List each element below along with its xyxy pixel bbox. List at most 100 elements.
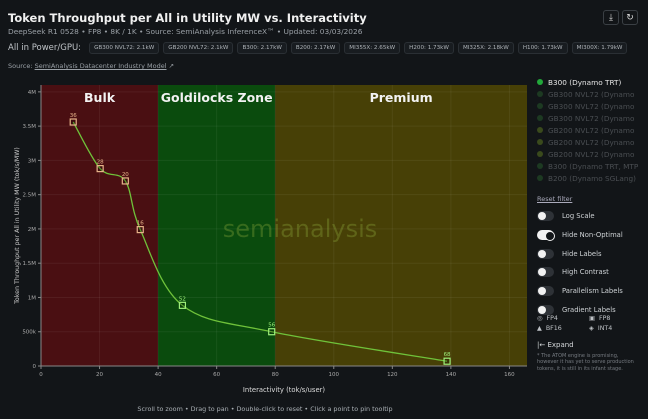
power-chip: MI300X: 1.79kW	[571, 42, 628, 54]
chart-subtitle: DeepSeek R1 0528 • FP8 • 8K / 1K • Sourc…	[8, 27, 363, 36]
x-tick-label: 20	[96, 372, 103, 378]
power-chip: MI325X: 2.18kW	[457, 42, 514, 54]
reset-filter-link[interactable]: Reset filter	[537, 195, 573, 203]
atom-note: * The ATOM engine is promising, however …	[537, 353, 634, 372]
legend-label: B300 (Dynamo TRT)	[548, 77, 622, 87]
toggle-label: Log Scale	[562, 212, 595, 221]
legend-label: GB300 NVL72 (Dynamo	[548, 89, 635, 99]
legend: B300 (Dynamo TRT) GB300 NVL72 (Dynamo GB30…	[537, 76, 648, 184]
series-line	[72, 121, 448, 362]
legend-label: GB300 NVL72 (Dynamo	[548, 113, 635, 123]
x-tick-label: 100	[329, 372, 340, 378]
power-chip: H100: 1.73kW	[517, 42, 568, 54]
toggle-hide-non-optimal[interactable]: Hide Non-Optimal	[537, 226, 623, 245]
power-per-gpu: All in Power/GPU: GB300 NVL72: 2.1kW GB20…	[8, 42, 628, 54]
data-point	[178, 301, 187, 309]
chart-hint: Scroll to zoom • Drag to pan • Double-cl…	[137, 405, 393, 413]
legend-item[interactable]: GB200 NVL72 (Dynamo	[537, 148, 648, 160]
data-label: 28	[97, 160, 104, 166]
data-point	[443, 357, 451, 365]
legend-item[interactable]: GB200 NVL72 (Dynamo	[537, 136, 648, 148]
legend-item[interactable]: GB300 NVL72 (Dynamo	[537, 100, 648, 112]
toggle-gradient-labels[interactable]: Gradient Labels	[537, 300, 623, 319]
precision-bf16: ▲ BF16	[537, 325, 589, 332]
toggle-switch[interactable]	[537, 267, 554, 278]
power-chip: B200: 2.17kW	[290, 42, 341, 54]
precision-label: FP4	[546, 315, 558, 322]
y-tick-label: 4M	[28, 90, 36, 96]
data-label: 36	[70, 113, 77, 119]
precision-label: INT4	[597, 325, 613, 332]
legend-dot-icon	[537, 139, 543, 145]
legend-dot-icon	[537, 115, 543, 121]
y-tick-label: 500k	[22, 330, 36, 336]
expand-button[interactable]: |← Expand	[537, 341, 574, 349]
y-tick-label: 1.5M	[23, 261, 37, 267]
x-tick-label: 140	[446, 372, 457, 378]
chart[interactable]: Bulk Goldilocks Zone Premium 0 20 40 60 80 100 12…	[0, 0, 530, 400]
toggle-switch[interactable]	[537, 248, 554, 259]
y-tick-label: 2.5M	[23, 193, 37, 199]
legend-item[interactable]: GB300 NVL72 (Dynamo	[537, 112, 648, 124]
toggle-parallelism-labels[interactable]: Parallelism Labels	[537, 282, 623, 301]
zone-label: Premium	[370, 90, 433, 105]
x-tick-label: 0	[39, 372, 43, 378]
legend-item[interactable]: B300 (Dynamo TRT)	[537, 76, 648, 88]
source-line: Source: SemiAnalysis Datacenter Industry…	[8, 62, 174, 70]
data-label: 56	[268, 323, 275, 329]
square-icon: ▣	[589, 315, 595, 322]
data-point	[69, 118, 77, 126]
x-tick-label: 120	[387, 372, 398, 378]
data-point	[96, 165, 104, 173]
y-tick-label: 3.5M	[23, 124, 37, 130]
toggle-label: High Contrast	[562, 268, 609, 277]
legend-label: GB300 NVL72 (Dynamo	[548, 101, 635, 111]
precision-legend: ◎ FP4 ▣ FP8 ▲ BF16 ◈ INT4	[537, 315, 639, 332]
legend-item[interactable]: GB300 NVL72 (Dynamo	[537, 88, 648, 100]
data-label: 52	[179, 296, 186, 302]
precision-fp4: ◎ FP4	[537, 315, 589, 322]
toggle-label: Parallelism Labels	[562, 287, 623, 296]
precision-label: FP8	[598, 315, 611, 322]
legend-item[interactable]: B200 (Dynamo SGLang)	[537, 172, 648, 184]
x-tick-label: 40	[155, 372, 162, 378]
toggle-switch[interactable]	[537, 230, 555, 242]
data-label: 16	[137, 221, 144, 227]
legend-item[interactable]: GB200 NVL72 (Dynamo	[537, 124, 648, 136]
data-point	[268, 328, 276, 336]
toggle-switch[interactable]	[537, 304, 554, 315]
external-link-icon: ↗	[168, 62, 175, 70]
legend-dot-icon	[537, 79, 543, 85]
download-icon[interactable]: ⤓	[603, 10, 619, 25]
toggle-switch[interactable]	[537, 211, 554, 222]
legend-dot-icon	[537, 175, 543, 181]
legend-label: GB200 NVL72 (Dynamo	[548, 125, 635, 135]
precision-int4: ◈ INT4	[589, 325, 639, 332]
reset-icon[interactable]: ↻	[622, 10, 638, 25]
power-chip: GB200 NVL72: 2.1kW	[163, 42, 234, 54]
y-tick-label: 3M	[28, 158, 36, 164]
x-tick-label: 60	[213, 372, 220, 378]
circle-icon: ◎	[537, 315, 543, 322]
legend-label: B200 (Dynamo SGLang)	[548, 173, 636, 183]
x-axis-label: Interactivity (tok/s/user)	[243, 386, 326, 394]
toggle-hide-labels[interactable]: Hide Labels	[537, 244, 623, 263]
precision-label: BF16	[545, 325, 562, 332]
zone-premium	[275, 85, 527, 366]
data-point	[121, 177, 129, 185]
toggle-switch[interactable]	[537, 286, 554, 297]
power-chip: GB300 NVL72: 2.1kW	[89, 42, 160, 54]
toggle-label: Gradient Labels	[562, 305, 616, 314]
x-tick-label: 160	[504, 372, 515, 378]
toggle-high-contrast[interactable]: High Contrast	[537, 263, 623, 282]
power-label: All in Power/GPU:	[8, 43, 82, 53]
watermark-logo: semianalysis	[223, 215, 378, 243]
power-chip: B300: 2.17kW	[237, 42, 287, 54]
legend-item[interactable]: B300 (Dynamo TRT, MTP	[537, 160, 648, 172]
triangle-icon: ▲	[537, 325, 542, 332]
source-link[interactable]: SemiAnalysis Datacenter Industry Model	[34, 62, 167, 70]
toggle-log-scale[interactable]: Log Scale	[537, 207, 623, 226]
legend-dot-icon	[537, 127, 543, 133]
toggle-label: Hide Non-Optimal	[562, 231, 623, 240]
chart-title: Token Throughput per All in Utility MW v…	[8, 11, 367, 25]
